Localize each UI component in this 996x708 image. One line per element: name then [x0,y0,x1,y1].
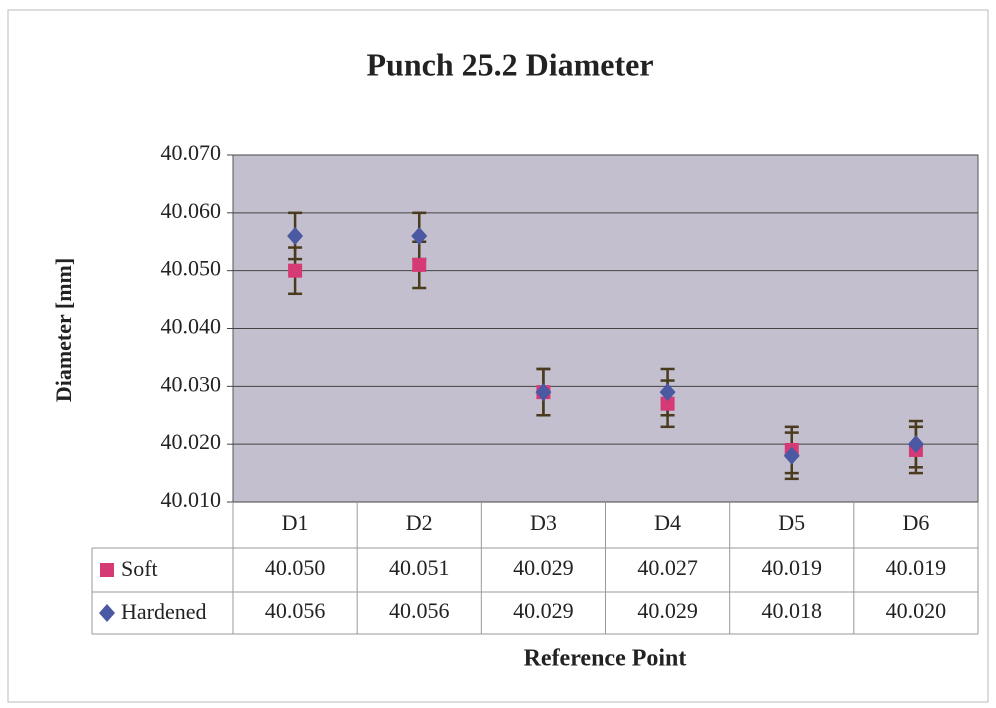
y-tick-label: 40.060 [161,198,222,223]
table-value: 40.029 [513,598,574,623]
legend-label: Soft [121,556,158,581]
y-tick-label: 40.020 [161,429,222,454]
y-tick-label: 40.050 [161,256,222,281]
x-tick-label: D5 [778,510,805,535]
table-value: 40.056 [265,598,326,623]
x-tick-label: D2 [406,510,433,535]
table-value: 40.029 [513,555,574,580]
x-axis-label: Reference Point [524,646,687,672]
table-value: 40.019 [886,555,947,580]
x-tick-label: D1 [282,510,309,535]
marker [99,604,115,622]
x-tick-label: D6 [902,510,929,535]
table-value: 40.019 [762,555,823,580]
x-tick-label: D3 [530,510,557,535]
marker [783,446,800,465]
chart-title: Punch 25.2 Diameter [366,46,653,82]
marker [288,263,303,278]
y-tick-label: 40.070 [161,140,222,165]
marker [100,563,114,577]
y-axis-label: Diameter [mm] [51,258,76,402]
table-value: 40.051 [389,555,450,580]
table-value: 40.029 [637,598,698,623]
y-tick-label: 40.040 [161,314,222,339]
marker [287,226,304,245]
legend-label: Hardened [121,599,207,624]
y-tick-label: 40.010 [161,487,222,512]
y-tick-label: 40.030 [161,371,222,396]
marker [411,226,428,245]
marker [659,383,676,402]
marker [660,396,675,411]
table-value: 40.018 [762,598,823,623]
marker [535,383,552,402]
table-value: 40.027 [637,555,698,580]
table-value: 40.020 [886,598,947,623]
table-value: 40.050 [265,555,326,580]
x-tick-label: D4 [654,510,681,535]
table-value: 40.056 [389,598,450,623]
marker [907,435,924,454]
marker [412,257,427,272]
